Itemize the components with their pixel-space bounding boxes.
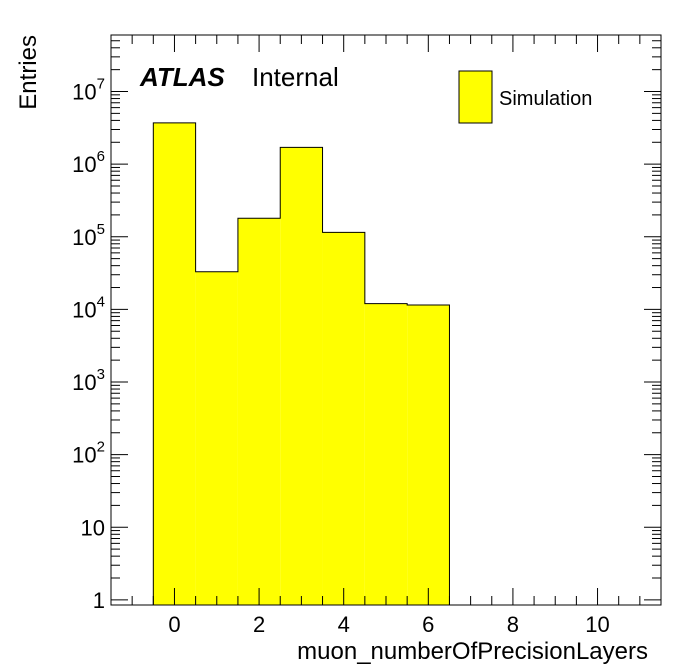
histogram-bin	[195, 271, 238, 605]
histogram-bars	[152, 122, 450, 606]
legend-entry-simulation: Simulation	[499, 88, 592, 110]
plot-frame	[110, 34, 662, 606]
legend-swatch	[458, 70, 493, 124]
tick-labels: 0 2 4 6 8 10 1 10 102 103 104 105 106 107	[72, 76, 610, 637]
y-tick-label: 1	[93, 588, 105, 613]
histogram-bin	[407, 304, 450, 605]
x-tick-label: 2	[253, 612, 265, 637]
internal-label: Internal	[252, 62, 339, 92]
y-tick-label: 103	[72, 366, 105, 395]
x-tick-label: 10	[585, 612, 609, 637]
histogram-bin	[237, 218, 281, 605]
x-axis-title: muon_numberOfPrecisionLayers	[297, 638, 648, 665]
x-tick-label: 6	[422, 612, 434, 637]
y-axis-title: Entries	[15, 35, 42, 110]
y-tick-label: 105	[72, 221, 105, 250]
y-tick-label: 10	[81, 515, 105, 540]
y-tick-label: 107	[72, 76, 105, 105]
histogram-bin	[280, 147, 323, 605]
x-tick-label: 0	[168, 612, 180, 637]
atlas-label: ATLAS	[139, 62, 225, 92]
y-tick-label: 104	[72, 293, 105, 322]
histogram-bin	[364, 303, 408, 605]
x-tick-label: 4	[338, 612, 350, 637]
histogram-bin	[153, 122, 196, 606]
y-tick-label: 106	[72, 148, 105, 177]
axis-ticks	[110, 34, 662, 605]
legend: Simulation	[458, 70, 592, 124]
y-tick-label: 102	[72, 439, 105, 468]
histogram-outline	[152, 122, 450, 605]
x-tick-label: 8	[507, 612, 519, 637]
histogram-bin	[322, 232, 365, 605]
